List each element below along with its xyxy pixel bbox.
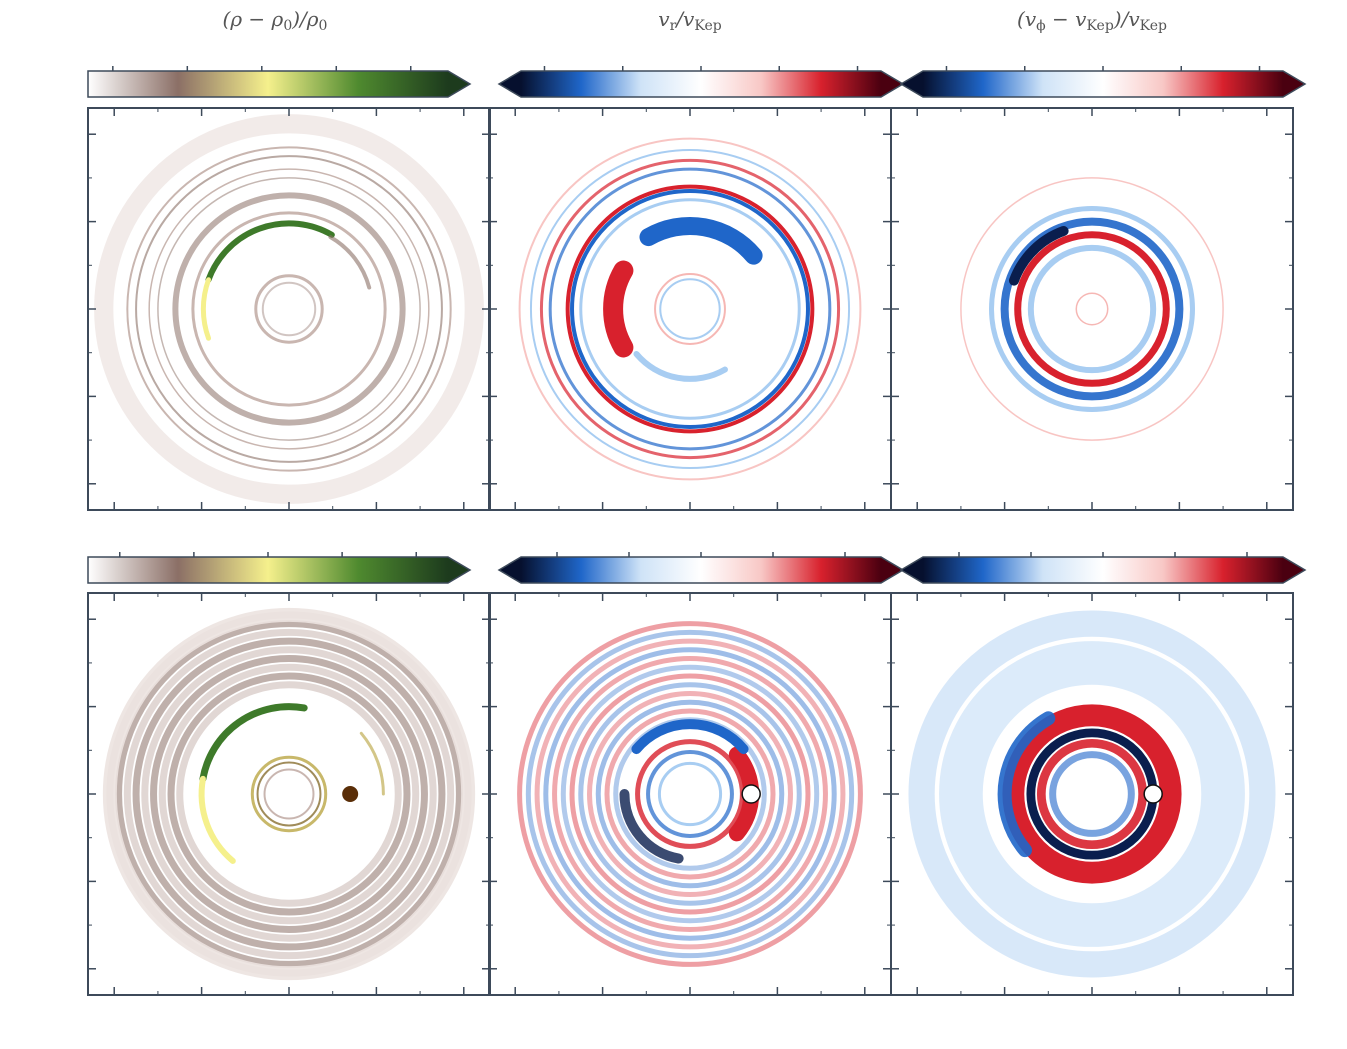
colorbar-body <box>521 557 881 583</box>
colorbar-body <box>88 557 448 583</box>
column-title: (vϕ − vKep)/vKep <box>1017 7 1167 34</box>
colorbar-body <box>521 71 881 97</box>
panel-image <box>960 177 1224 441</box>
colorbar-extend-min <box>901 557 923 583</box>
planet-marker <box>741 784 761 804</box>
colorbar-extend-min <box>499 71 521 97</box>
colorbar-extend-max <box>448 557 470 583</box>
colorbar-body <box>88 71 448 97</box>
panel-image <box>94 114 484 504</box>
colorbar-extend-max <box>881 71 903 97</box>
colorbar-extend-max <box>1283 557 1305 583</box>
column-title-part: (ρ − ρ <box>223 7 284 31</box>
column-title-part: 0 <box>319 18 328 34</box>
column-title: (ρ − ρ0)/ρ0 <box>223 7 328 34</box>
colorbar-body <box>923 557 1283 583</box>
column-title-part: )/ρ <box>291 7 319 31</box>
column-title-part: r <box>670 18 677 34</box>
panel-image <box>102 607 476 981</box>
colorbar-extend-min <box>901 71 923 97</box>
panel-r0-c0 <box>87 107 491 511</box>
panel-r1-c1 <box>488 592 892 996</box>
column-title-part: )/v <box>1113 7 1141 31</box>
panel-r1-c0 <box>87 592 491 996</box>
column-title-part: − v <box>1046 7 1087 31</box>
panel-frame <box>488 592 892 996</box>
colorbar-extend-max <box>1283 71 1305 97</box>
planet-marker <box>1143 784 1163 804</box>
colorbar-r1-c0 <box>87 552 472 584</box>
colorbar-r0-c2 <box>899 66 1307 98</box>
column-title-part: /v <box>674 7 695 31</box>
panel-frame <box>890 107 1294 511</box>
panel-image <box>908 610 1276 978</box>
colorbar-outline <box>899 70 1307 98</box>
colorbar-extend-min <box>499 557 521 583</box>
panel-frame <box>87 107 491 511</box>
panel-image <box>518 137 862 481</box>
colorbar-r1-c2 <box>899 552 1307 584</box>
colorbar-outline <box>87 556 472 584</box>
column-title-part: Kep <box>694 18 721 34</box>
colorbar-body <box>923 71 1283 97</box>
column-title-part: 0 <box>283 18 292 34</box>
colorbar-extend-max <box>881 557 903 583</box>
panel-r0-c2 <box>890 107 1294 511</box>
colorbar-outline <box>899 556 1307 584</box>
column-title-part: (v <box>1017 7 1037 31</box>
column-title-part: ϕ <box>1036 18 1046 34</box>
planet-marker <box>342 786 359 802</box>
colorbar-outline <box>87 70 472 98</box>
colorbar-r0-c0 <box>87 66 472 98</box>
panel-image <box>517 621 863 967</box>
colorbar-r1-c1 <box>497 552 905 584</box>
column-title-part: v <box>658 7 670 31</box>
column-title: vr/vKep <box>658 7 721 34</box>
colorbar-extend-max <box>448 71 470 97</box>
column-title-part: Kep <box>1086 18 1113 34</box>
panel-r0-c1 <box>488 107 892 511</box>
colorbar-r0-c1 <box>497 66 905 98</box>
panel-r1-c2 <box>890 592 1294 996</box>
column-title-part: Kep <box>1140 18 1167 34</box>
